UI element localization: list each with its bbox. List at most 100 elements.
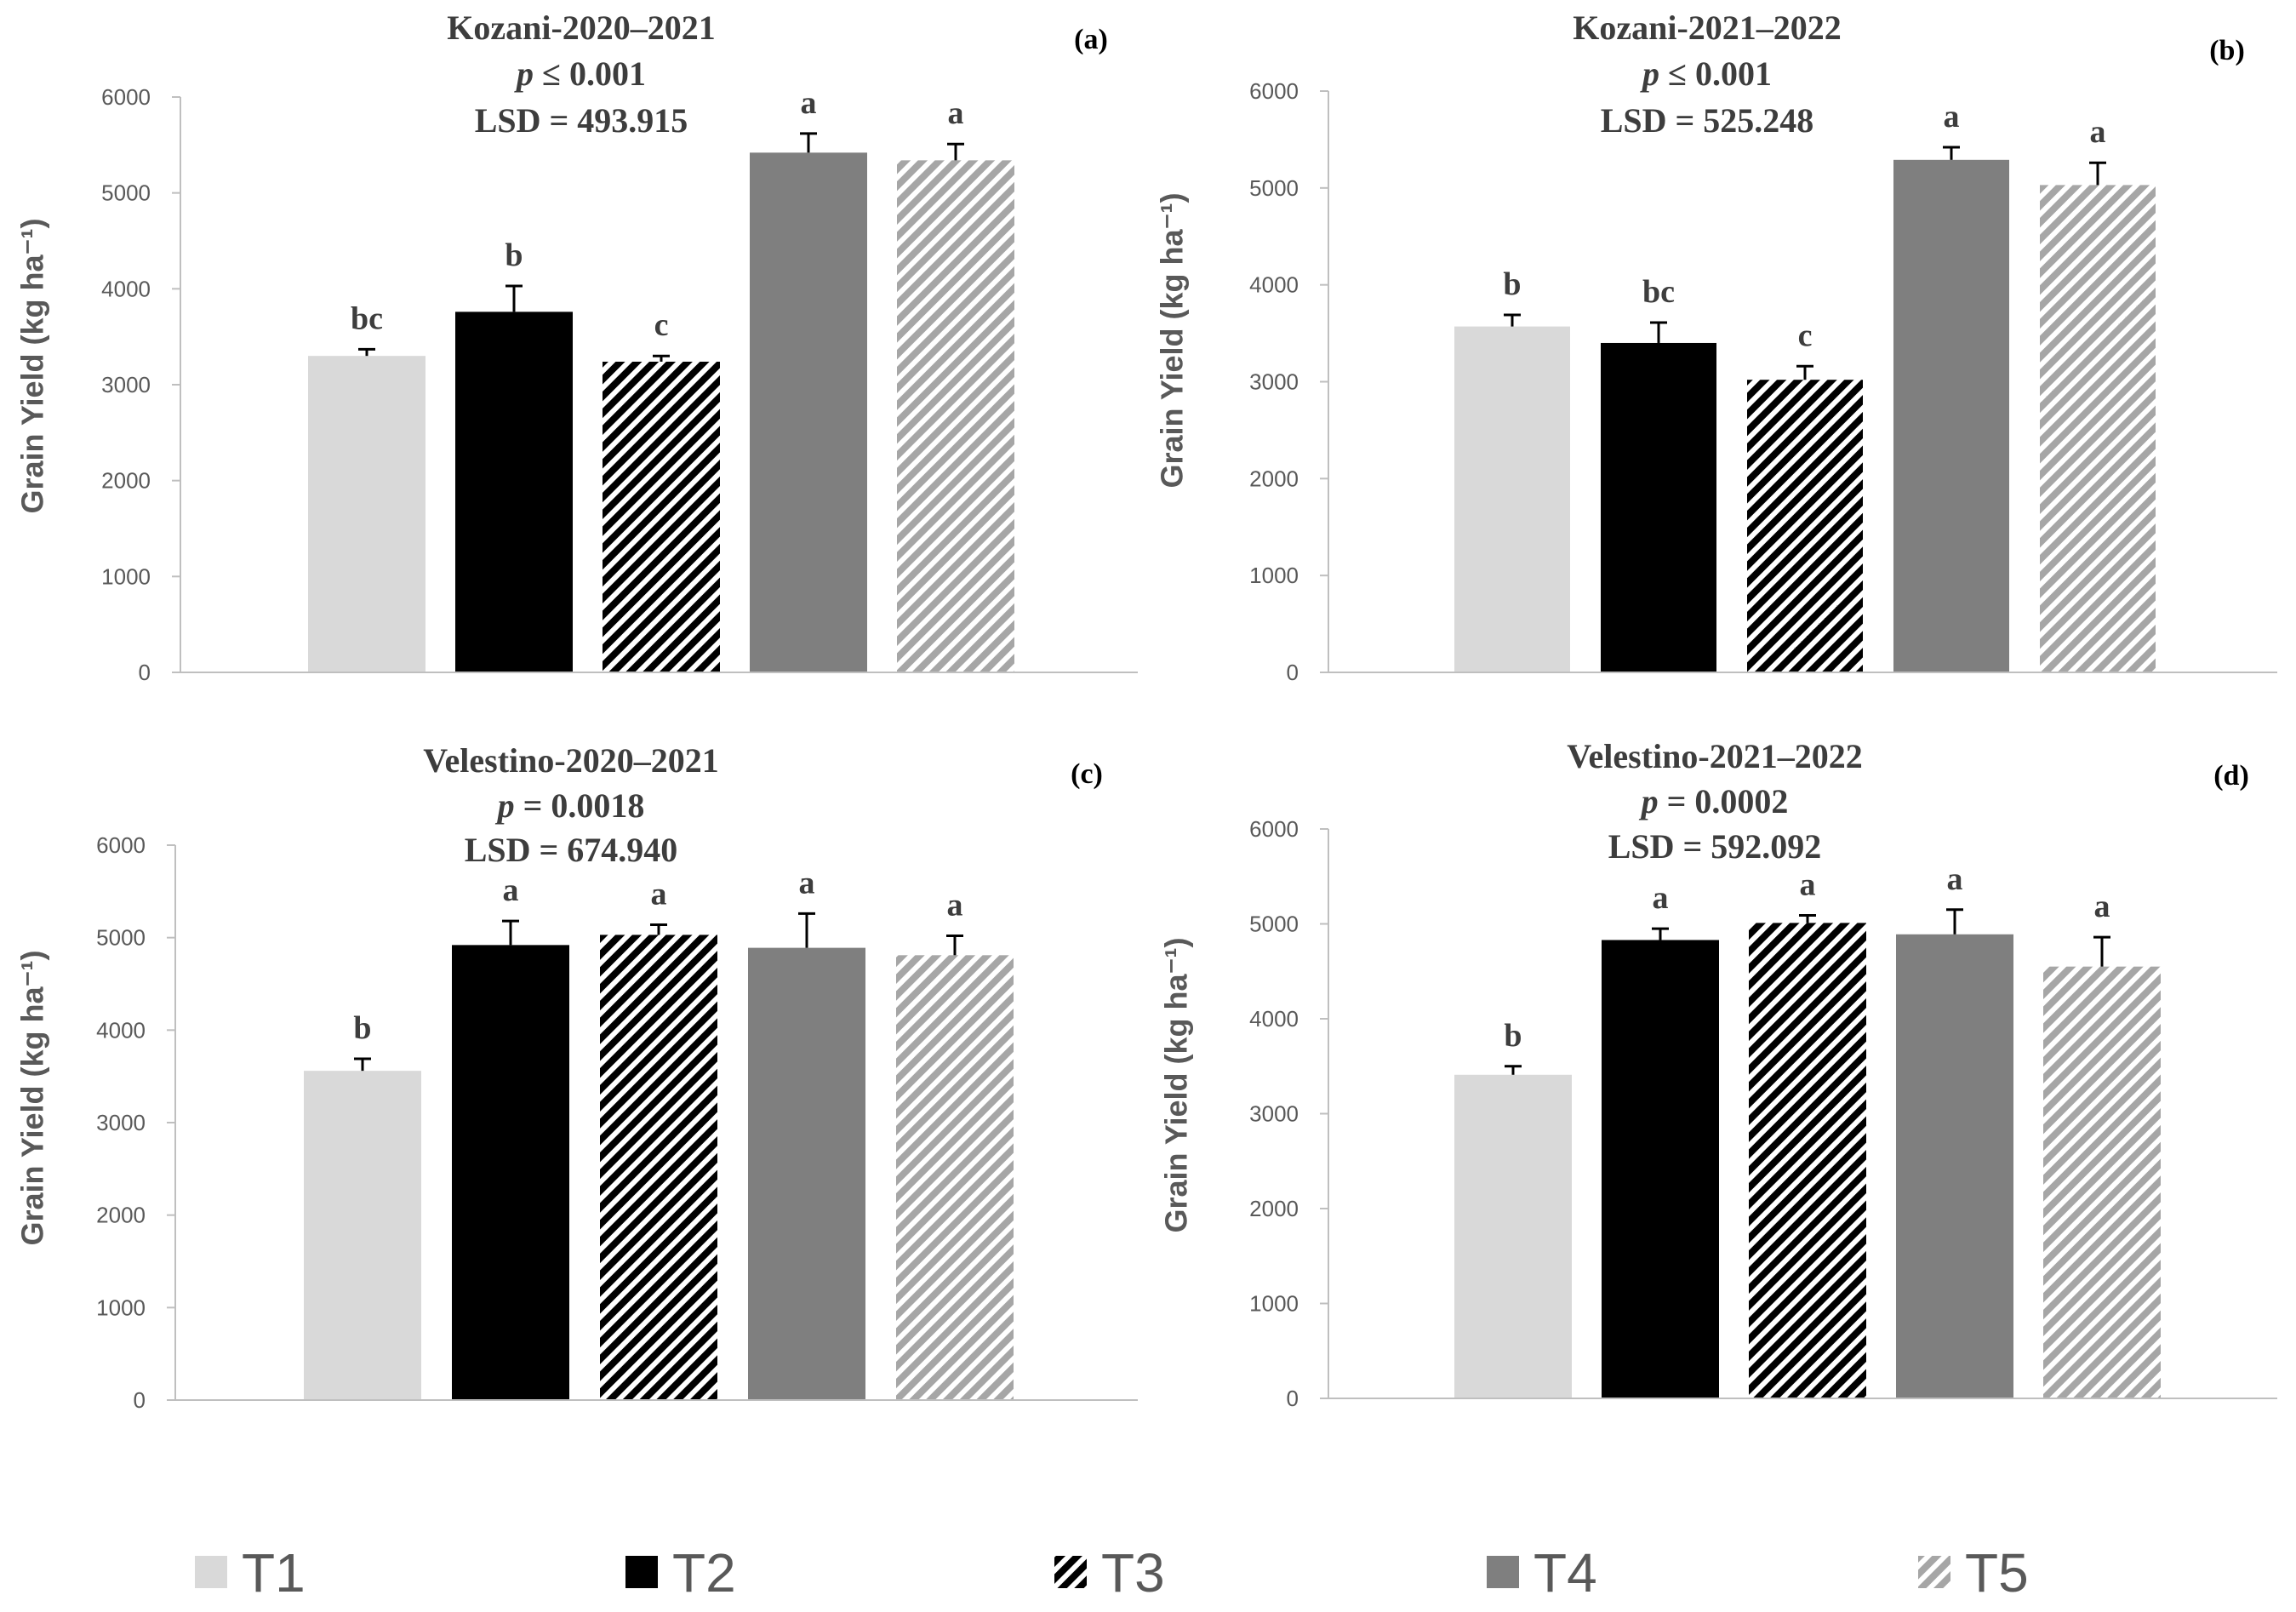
bar-t3 bbox=[1749, 923, 1866, 1398]
p-value-label: p ≤ 0.001 bbox=[514, 54, 646, 93]
y-tick-label: 3000 bbox=[1249, 369, 1299, 395]
legend-label: T2 bbox=[672, 1542, 736, 1603]
bar-t1 bbox=[1454, 326, 1570, 672]
y-axis-label: Grain Yield (kg ha⁻¹) bbox=[15, 218, 50, 513]
y-tick-label: 6000 bbox=[101, 84, 151, 110]
legend-swatch bbox=[1054, 1556, 1087, 1588]
chart-panel-b: 0 1000 2000 3000 4000 5000 6000 b bc c a a Kozani-20… bbox=[1155, 9, 2277, 685]
p-symbol: p bbox=[495, 786, 515, 825]
chart-panel-d: 0 1000 2000 3000 4000 5000 6000 b a a a a Velestino-… bbox=[1159, 737, 2277, 1411]
p-value: ≤ 0.001 bbox=[542, 54, 646, 93]
bar-t5 bbox=[896, 955, 1014, 1400]
p-value: = 0.0002 bbox=[1667, 782, 1789, 820]
bar-t1 bbox=[1454, 1074, 1572, 1398]
panel-label: (a) bbox=[1074, 24, 1108, 55]
legend-item-t5: T5 bbox=[1918, 1542, 2029, 1603]
legend-label: T1 bbox=[242, 1542, 306, 1603]
chart-panel-c: 0 1000 2000 3000 4000 5000 6000 b a a a a Velestino-… bbox=[15, 741, 1138, 1413]
chart-title: Kozani-2020–2021 bbox=[447, 9, 716, 47]
legend-swatch bbox=[625, 1556, 658, 1588]
significance-letter: a bbox=[1800, 866, 1816, 902]
p-symbol: p bbox=[1640, 54, 1659, 93]
y-tick-label: 6000 bbox=[1249, 78, 1299, 104]
legend-swatch bbox=[1918, 1556, 1950, 1588]
y-tick-label: 3000 bbox=[101, 372, 151, 397]
bar-t5 bbox=[2040, 185, 2156, 672]
legend-label: T4 bbox=[1534, 1542, 1597, 1603]
y-tick-label: 4000 bbox=[1249, 1006, 1299, 1032]
y-tick-label: 4000 bbox=[101, 276, 151, 301]
bar-t1 bbox=[308, 356, 426, 672]
legend-swatch bbox=[1487, 1556, 1519, 1588]
y-tick-label: 4000 bbox=[96, 1017, 146, 1043]
significance-letter: a bbox=[948, 95, 964, 131]
p-value-label: p = 0.0002 bbox=[1639, 782, 1789, 820]
bar-t1 bbox=[304, 1071, 421, 1400]
significance-letter: a bbox=[2090, 114, 2106, 150]
legend-item-t4: T4 bbox=[1487, 1542, 1597, 1603]
significance-letter: b bbox=[353, 1010, 371, 1046]
y-tick-label: 3000 bbox=[1249, 1101, 1299, 1127]
lsd-label: LSD = 674.940 bbox=[465, 831, 678, 869]
p-symbol: p bbox=[514, 54, 534, 93]
p-symbol: p bbox=[1639, 782, 1659, 820]
p-value-label: p = 0.0018 bbox=[495, 786, 645, 825]
y-tick-label: 1000 bbox=[1249, 1291, 1299, 1317]
legend-item-t2: T2 bbox=[625, 1542, 736, 1603]
y-axis-label: Grain Yield (kg ha⁻¹) bbox=[1155, 192, 1190, 488]
significance-letter: b bbox=[505, 237, 523, 273]
y-tick-label: 1000 bbox=[101, 563, 151, 589]
significance-letter: a bbox=[799, 865, 815, 900]
y-tick-label: 5000 bbox=[101, 180, 151, 206]
lsd-label: LSD = 525.248 bbox=[1601, 101, 1814, 140]
bar-t4 bbox=[1896, 934, 2013, 1398]
y-tick-label: 2000 bbox=[96, 1203, 146, 1228]
bar-t5 bbox=[897, 160, 1014, 673]
legend: T1 T2 T3 T4 T5 bbox=[195, 1542, 2029, 1603]
significance-letter: bc bbox=[351, 300, 383, 336]
y-tick-label: 5000 bbox=[1249, 175, 1299, 201]
panel-label: (c) bbox=[1071, 758, 1103, 790]
bar-t3 bbox=[1747, 380, 1863, 672]
y-tick-label: 5000 bbox=[96, 925, 146, 951]
y-tick-label: 3000 bbox=[96, 1110, 146, 1135]
y-tick-label: 1000 bbox=[96, 1295, 146, 1320]
y-tick-label: 1000 bbox=[1249, 563, 1299, 588]
significance-letter: a bbox=[503, 872, 519, 908]
legend-item-t3: T3 bbox=[1054, 1542, 1165, 1603]
bar-t3 bbox=[600, 935, 717, 1400]
significance-letter: b bbox=[1504, 1018, 1522, 1054]
bar-t4 bbox=[750, 152, 867, 672]
y-tick-label: 2000 bbox=[1249, 1196, 1299, 1221]
y-tick-label: 6000 bbox=[1249, 816, 1299, 842]
legend-swatch bbox=[195, 1556, 227, 1588]
bar-t2 bbox=[455, 312, 573, 672]
lsd-label: LSD = 493.915 bbox=[475, 101, 688, 140]
chart-title: Velestino-2021–2022 bbox=[1567, 737, 1862, 775]
bar-t2 bbox=[1602, 940, 1719, 1398]
significance-letter: a bbox=[2094, 889, 2110, 924]
significance-letter: a bbox=[1947, 861, 1963, 897]
p-value-label: p ≤ 0.001 bbox=[1640, 54, 1772, 93]
significance-letter: a bbox=[947, 887, 963, 923]
legend-label: T3 bbox=[1101, 1542, 1165, 1603]
significance-letter: c bbox=[654, 307, 669, 343]
legend-label: T5 bbox=[1965, 1542, 2029, 1603]
bar-t4 bbox=[748, 947, 865, 1400]
y-tick-label: 2000 bbox=[1249, 466, 1299, 491]
panel-label: (b) bbox=[2209, 35, 2245, 66]
chart-title: Velestino-2020–2021 bbox=[423, 741, 718, 780]
y-tick-label: 0 bbox=[134, 1387, 146, 1413]
significance-letter: bc bbox=[1642, 274, 1675, 310]
bar-t5 bbox=[2043, 966, 2161, 1398]
chart-title: Kozani-2021–2022 bbox=[1573, 9, 1842, 47]
y-tick-label: 0 bbox=[1287, 1386, 1299, 1411]
y-tick-label: 0 bbox=[139, 660, 151, 685]
significance-letter: a bbox=[651, 876, 667, 912]
y-axis-label: Grain Yield (kg ha⁻¹) bbox=[15, 950, 50, 1245]
p-value: ≤ 0.001 bbox=[1668, 54, 1772, 93]
y-tick-label: 0 bbox=[1287, 660, 1299, 685]
bar-t2 bbox=[452, 945, 569, 1400]
